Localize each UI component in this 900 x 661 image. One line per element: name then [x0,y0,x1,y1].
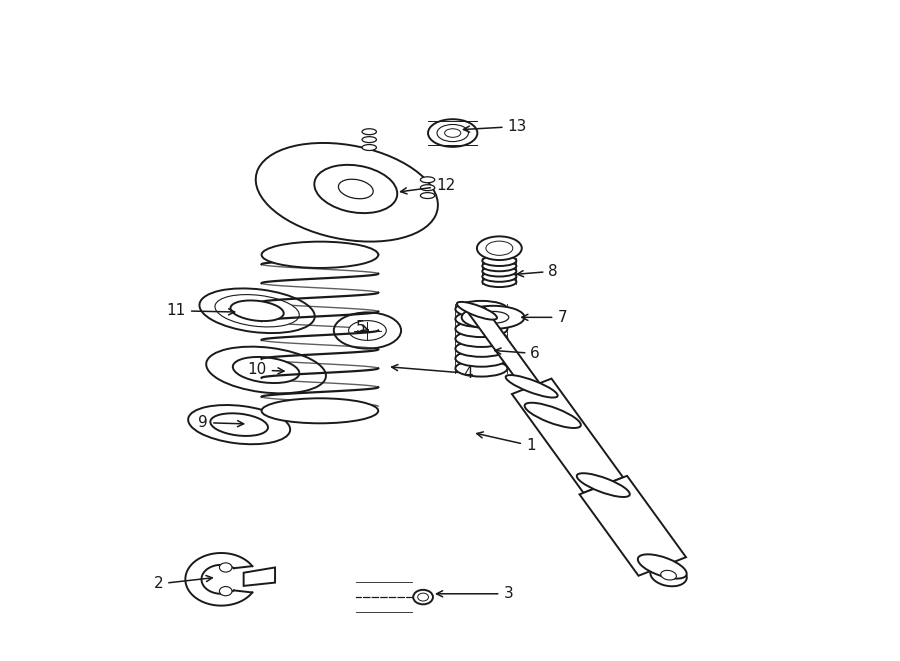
Text: 2: 2 [154,576,212,592]
Ellipse shape [477,237,522,260]
Ellipse shape [455,311,508,327]
Text: 4: 4 [392,364,472,381]
Ellipse shape [506,375,558,397]
Ellipse shape [482,266,517,276]
Ellipse shape [420,192,435,198]
Ellipse shape [455,301,508,317]
Ellipse shape [482,260,517,271]
Text: 8: 8 [518,264,558,279]
Ellipse shape [230,301,284,321]
Ellipse shape [477,311,508,323]
Ellipse shape [262,399,378,423]
Ellipse shape [428,119,477,147]
Ellipse shape [362,129,376,135]
Ellipse shape [455,360,508,377]
Ellipse shape [437,124,468,141]
Ellipse shape [525,403,580,428]
Ellipse shape [445,129,461,137]
Ellipse shape [661,570,677,580]
Ellipse shape [362,145,376,151]
Text: 1: 1 [477,432,536,453]
Ellipse shape [455,350,508,367]
Ellipse shape [362,137,376,143]
Ellipse shape [338,179,373,199]
Ellipse shape [457,302,497,320]
Polygon shape [580,476,686,576]
Polygon shape [469,307,540,389]
Ellipse shape [482,276,517,287]
Text: 13: 13 [464,119,527,134]
Ellipse shape [413,590,433,604]
Text: 3: 3 [436,586,513,602]
Ellipse shape [462,306,525,329]
Ellipse shape [348,321,386,340]
Ellipse shape [577,473,630,497]
Ellipse shape [334,313,401,348]
Circle shape [220,586,232,596]
Text: 9: 9 [198,415,244,430]
Text: 5: 5 [356,320,368,334]
Ellipse shape [211,413,268,436]
Text: 10: 10 [248,362,284,377]
Ellipse shape [455,330,508,347]
Polygon shape [244,567,275,586]
Polygon shape [512,379,623,493]
Ellipse shape [651,564,687,586]
Ellipse shape [455,340,508,357]
Ellipse shape [188,405,290,444]
Ellipse shape [206,346,326,393]
Text: 6: 6 [495,346,540,361]
Ellipse shape [482,271,517,282]
Text: 7: 7 [522,310,567,325]
Ellipse shape [314,165,397,213]
Circle shape [220,563,232,572]
Ellipse shape [256,143,438,242]
Ellipse shape [262,242,378,268]
Ellipse shape [215,295,299,327]
Ellipse shape [455,321,508,337]
Ellipse shape [482,255,517,266]
Text: 11: 11 [166,303,235,318]
Ellipse shape [233,357,300,383]
Ellipse shape [486,241,513,255]
Text: 12: 12 [400,178,455,194]
Ellipse shape [638,555,687,578]
Ellipse shape [200,288,315,333]
Ellipse shape [420,184,435,190]
Ellipse shape [420,176,435,182]
Ellipse shape [418,593,428,601]
